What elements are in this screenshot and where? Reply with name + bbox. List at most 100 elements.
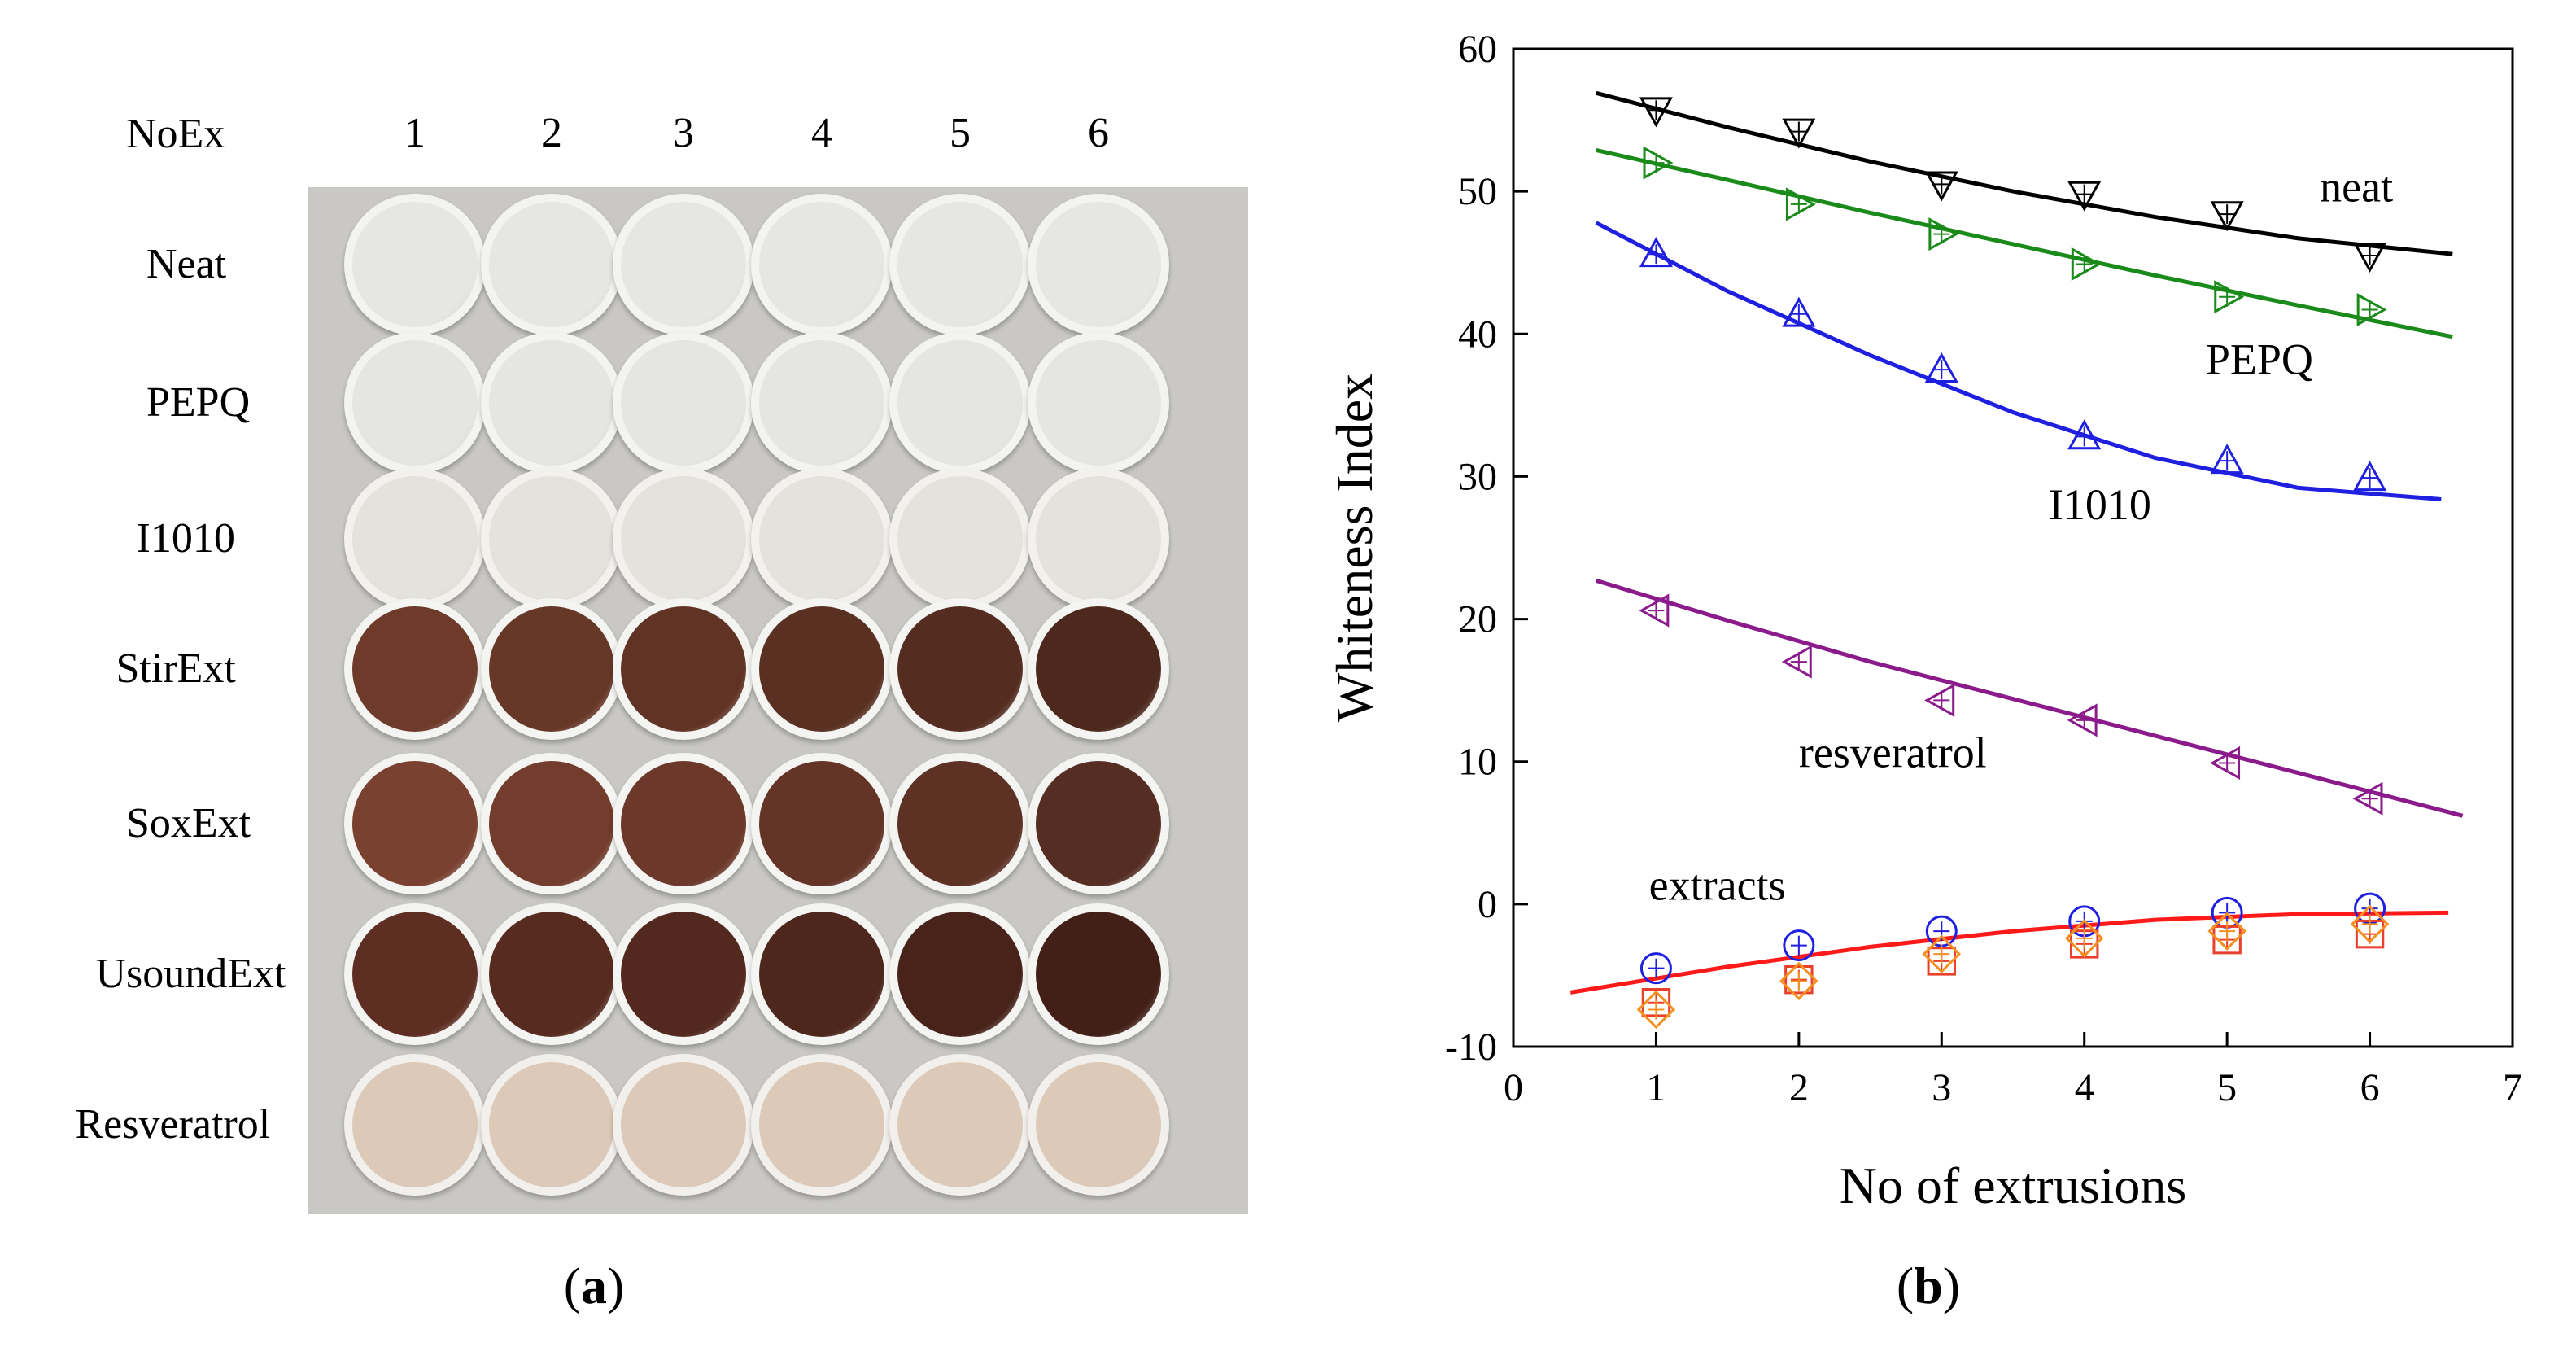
sample-cup [481,598,622,740]
sample-cup [751,598,893,740]
sample-granules [352,476,478,601]
sample-cup [1028,598,1169,740]
sample-granules [897,761,1023,886]
data-point-2 [1924,352,1958,383]
sample-cup [344,753,486,894]
fit-curve-1 [1596,147,2453,339]
fit-curve-2 [1595,221,2442,501]
noex-header: NoEx [126,111,225,157]
caption-a-close: ) [607,1257,625,1314]
sample-cup [344,903,486,1045]
x-axis-label: No of extrusions [1840,1157,2187,1214]
sample-granules [759,912,884,1037]
sample-cup [344,194,486,335]
column-label-4: 4 [811,110,832,156]
sample-cup [613,332,754,474]
sample-granules [489,1062,614,1187]
sample-cup [1028,332,1169,474]
sample-cup [889,194,1031,335]
row-label-neat: Neat [146,241,227,287]
column-label-2: 2 [541,110,562,156]
x-tick-label: 6 [2360,1066,2380,1109]
sample-cup [344,1054,486,1196]
sample-granules [352,1062,478,1187]
x-tick-label: 0 [1504,1066,1523,1109]
row-label-resveratrol: Resveratrol [75,1101,271,1148]
sample-granules [489,761,614,886]
row-label-i1010: I1010 [136,515,235,562]
x-tick-label: 7 [2503,1066,2522,1109]
sample-cup [1028,194,1169,335]
sample-granules [1036,202,1161,327]
sample-cup [889,903,1031,1045]
sample-granules [1036,1062,1161,1187]
sample-cup [751,468,893,610]
data-point-1 [2214,280,2245,314]
sample-granules [489,202,614,327]
sample-cup [613,1054,754,1196]
caption-b-letter: b [1914,1257,1943,1314]
data-point-2 [2210,444,2244,475]
annotation-pepq: PEPQ [2206,335,2313,383]
sample-cup [481,194,622,335]
sample-cup [613,598,754,740]
caption-a-letter: a [581,1257,607,1314]
y-axis-label: Whiteness Index [1325,374,1383,722]
column-label-3: 3 [673,110,694,156]
sample-cup [751,753,893,894]
data-point-0 [2067,181,2102,212]
sample-granules [621,202,746,327]
row-label-pepq: PEPQ [146,379,251,426]
sample-granules [759,202,884,327]
x-tick-label: 5 [2217,1066,2237,1109]
annotation-i1010: I1010 [2049,480,2151,529]
annotation-extracts: extracts [1649,861,1786,910]
sample-cup [481,903,622,1045]
y-tick-label: 60 [1458,28,1497,71]
sample-granules [621,606,746,732]
sample-cup [613,753,754,894]
sample-cup [751,903,893,1045]
sample-cup [751,332,893,474]
y-tick-label: -10 [1445,1026,1497,1069]
sample-granules [352,606,478,732]
sample-granules [897,476,1023,601]
y-tick-label: 0 [1478,883,1497,926]
sample-granules [897,912,1023,1037]
data-point-1 [1785,187,1816,221]
sample-granules [897,1062,1023,1187]
y-tick-label: 10 [1458,741,1497,784]
sample-cup [1028,468,1169,610]
sample-granules [352,761,478,886]
sample-cup [613,468,754,610]
sample-granules [897,340,1023,466]
sample-tray-photo [308,187,1248,1214]
sample-granules [621,476,746,601]
sample-cup [1028,753,1169,894]
data-point-4 [1783,929,1815,962]
sample-granules [1036,912,1161,1037]
sample-granules [621,761,746,886]
caption-a-open: ( [563,1257,581,1314]
sample-cup [481,468,622,610]
sample-granules [1036,606,1161,732]
y-tick-label: 40 [1458,313,1497,356]
sample-cup [889,598,1031,740]
x-tick-label: 4 [2075,1066,2094,1109]
sample-cup [613,903,754,1045]
data-point-3 [1639,593,1670,628]
sample-granules [489,340,614,466]
panel-b-caption: (b) [1897,1260,1960,1312]
annotation-neat: neat [2320,162,2393,211]
sample-cup [751,194,893,335]
fit-curve-7 [1570,910,2449,995]
data-point-2 [2067,419,2102,450]
column-label-5: 5 [950,110,971,156]
data-point-6 [1779,961,1818,1001]
sample-granules [489,476,614,601]
sample-cup [889,753,1031,894]
sample-granules [759,476,884,601]
sample-granules [352,202,478,327]
data-point-0 [2210,201,2244,232]
sample-granules [489,912,614,1037]
